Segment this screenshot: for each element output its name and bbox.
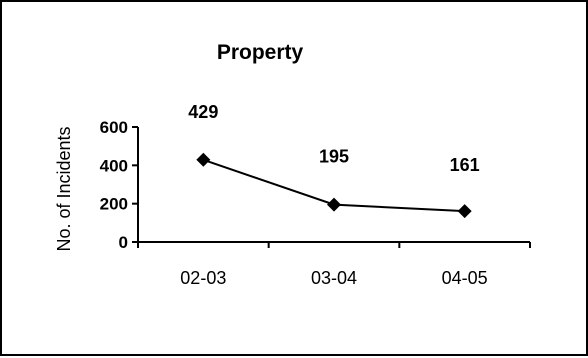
x-tick-label: 02-03: [180, 268, 226, 288]
data-point-marker: [327, 197, 341, 212]
data-point-marker: [196, 152, 211, 167]
data-label: 195: [319, 147, 349, 167]
y-axis-label: No. of Incidents: [54, 126, 74, 251]
x-tick-label: 04-05: [442, 268, 488, 288]
tick-labels: 0 200 400 600 02-03 03-04 04-05: [100, 118, 488, 288]
data-label: 161: [450, 155, 480, 175]
data-labels: 429 195 161: [188, 102, 479, 175]
y-tick-label: 600: [100, 118, 128, 137]
y-tick-label: 200: [100, 195, 128, 214]
y-tick-label: 0: [119, 233, 128, 252]
y-tick-label: 400: [100, 156, 128, 175]
data-label: 429: [188, 102, 218, 122]
chart-title: Property: [217, 41, 304, 64]
axes: [132, 126, 531, 248]
series-group: [196, 152, 472, 219]
x-tick-label: 03-04: [311, 268, 357, 288]
data-point-marker: [457, 204, 472, 219]
